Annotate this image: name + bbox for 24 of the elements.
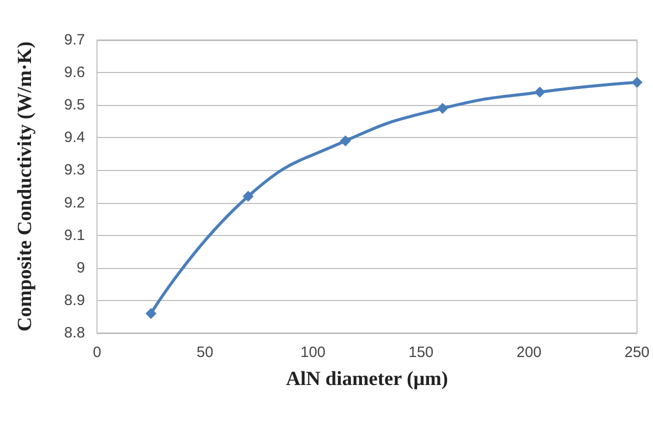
x-tick-label: 250 xyxy=(624,344,650,361)
y-axis-title: Composite Conductivity (W/m·K) xyxy=(14,42,36,332)
x-tick-label: 150 xyxy=(408,344,434,361)
point xyxy=(146,308,156,319)
x-tick-label: 100 xyxy=(300,344,326,361)
x-tick-label: 0 xyxy=(92,344,102,361)
y-tick-label: 8.9 xyxy=(64,292,85,309)
y-tick-label: 9.2 xyxy=(64,194,85,212)
point xyxy=(242,190,254,202)
y-tick-label: 9.6 xyxy=(64,64,85,82)
y-tick-label: 9.1 xyxy=(64,226,85,244)
y-tick-label: 9.5 xyxy=(64,96,85,114)
y-tick-label: 9.4 xyxy=(64,129,85,146)
y-tick-label: 9 xyxy=(76,259,85,276)
x-tick-label: 200 xyxy=(516,344,542,361)
y-tick-label: 8.8 xyxy=(64,324,85,342)
x-tick-label: 50 xyxy=(196,344,214,361)
y-tick-label: 9.7 xyxy=(64,32,85,48)
y-tick-label: 9.3 xyxy=(64,162,85,179)
x-axis-title: AlN diameter (μm) xyxy=(286,368,448,390)
point xyxy=(437,102,448,114)
point xyxy=(632,76,642,88)
point xyxy=(340,135,351,146)
point xyxy=(534,86,546,98)
